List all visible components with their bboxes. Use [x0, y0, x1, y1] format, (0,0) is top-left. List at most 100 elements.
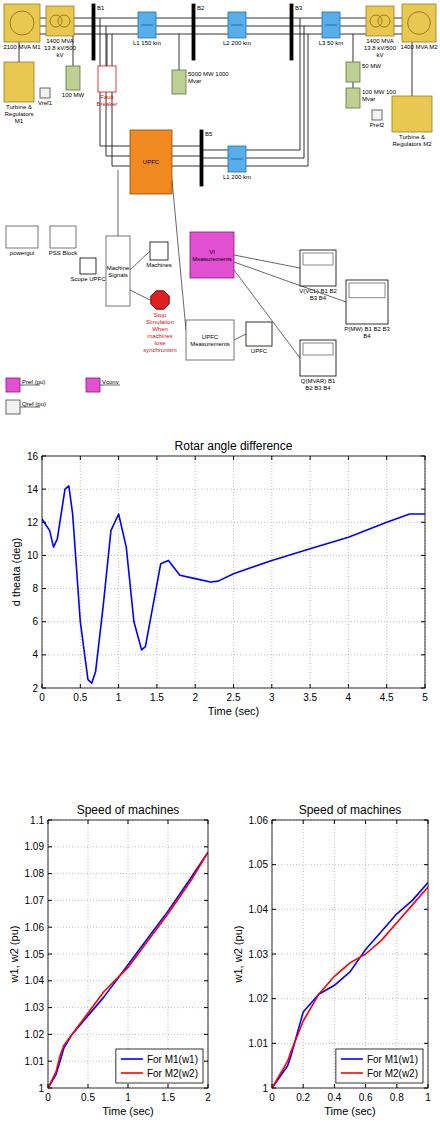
- tick: [272, 909, 276, 910]
- grid-line: [48, 1007, 208, 1008]
- tick: [48, 1034, 52, 1035]
- block-shape: [346, 280, 388, 324]
- grid-line: [156, 456, 157, 688]
- chart: 00.20.40.60.8111.011.021.031.041.051.06S…: [232, 803, 431, 1117]
- block-label: B3: [295, 5, 303, 11]
- tick: [424, 998, 428, 999]
- block-line: L1 200 km: [223, 146, 251, 180]
- chart-title: Speed of machines: [77, 803, 180, 817]
- tick: [156, 456, 157, 460]
- block-label: Pref2: [370, 122, 385, 128]
- series-group: [272, 883, 428, 1088]
- block-label-line: B5: [205, 131, 213, 137]
- tick: [80, 684, 81, 688]
- block-label-line: Signals: [108, 272, 128, 278]
- block-shape: [66, 66, 80, 90]
- block-shape: [6, 378, 20, 392]
- block-label-line: machines: [147, 333, 173, 339]
- block-label: Scope UPFC: [70, 276, 106, 282]
- tick: [204, 900, 208, 901]
- tick: [42, 489, 46, 490]
- block-magenta: VIMeasurements: [190, 232, 234, 278]
- tick-label: 1.01: [249, 1038, 269, 1049]
- block-icon: [231, 25, 243, 26]
- block-shape: [172, 70, 186, 94]
- tick-label: 1.01: [25, 1056, 45, 1067]
- grid-line: [272, 864, 428, 865]
- block-label-line: 100 MW: [62, 92, 85, 98]
- block-shape: [186, 320, 234, 360]
- block-shape: [151, 291, 169, 309]
- block-shape: [228, 146, 246, 172]
- tick-label: 1.09: [25, 841, 45, 852]
- tick: [421, 588, 425, 589]
- block-label: Pref (pu): [22, 379, 45, 385]
- tick-label: 2: [192, 692, 198, 703]
- x-axis-title: Time (sec): [208, 705, 260, 717]
- block-shape: [290, 4, 293, 60]
- tick-label: 1.02: [249, 993, 269, 1004]
- block-label: MachineSignals: [107, 265, 130, 278]
- tick: [421, 522, 425, 523]
- block-shape: [372, 110, 382, 120]
- tick-label: 1.06: [25, 922, 45, 933]
- tick: [272, 954, 276, 955]
- block-shape: [98, 66, 116, 92]
- legend-swatch: [121, 1058, 143, 1060]
- block-label-line: kV: [376, 52, 383, 58]
- plot-frame: [272, 820, 428, 1088]
- legend-swatch: [341, 1058, 363, 1060]
- block-label: 1400 MVA13.8 kV/500kV: [364, 38, 397, 58]
- block-shape: [322, 12, 340, 38]
- plot-area: [48, 820, 208, 1088]
- tick: [204, 1061, 208, 1062]
- block-label-line: Vconv: [102, 379, 119, 385]
- tick-label: 0.6: [359, 1092, 373, 1103]
- tick: [168, 1084, 169, 1088]
- chart-title: Speed of machines: [299, 803, 402, 817]
- wire: [107, 34, 108, 66]
- tick: [42, 555, 46, 556]
- tick-label: 1.1: [30, 815, 44, 826]
- block-label-line: Pref (pu): [22, 379, 45, 385]
- block-octagon: StopSimulationWhenmachineslosesynchronis…: [143, 291, 177, 353]
- wire: [179, 34, 180, 70]
- block-icon: [349, 283, 385, 298]
- block-display: V(VCL) B1 B2B3 B4: [299, 250, 337, 301]
- wire: [234, 270, 300, 358]
- block-label: L1 150 km: [133, 40, 161, 46]
- wire: [353, 34, 354, 62]
- block-label-line: kV: [56, 52, 63, 58]
- tick: [48, 954, 52, 955]
- tick: [334, 820, 335, 824]
- block-label: FaultBreaker: [96, 94, 117, 107]
- tick: [42, 588, 46, 589]
- block-label-line: Pref2: [370, 122, 385, 128]
- legend-label: For M1(w1): [367, 1054, 418, 1065]
- tick: [334, 1084, 335, 1088]
- block-label-line: Scope UPFC: [70, 276, 106, 282]
- tick-label: 0: [269, 1092, 275, 1103]
- tick-label: 0.5: [81, 1092, 95, 1103]
- tick: [365, 820, 366, 824]
- tick: [48, 846, 52, 847]
- tick-label: 2: [205, 1092, 211, 1103]
- block-label: B2: [197, 5, 205, 11]
- data-line: [272, 883, 428, 1088]
- block-label-line: 1400 MVA M2: [400, 44, 438, 50]
- block-icon: [231, 159, 243, 160]
- block-icon: [10, 11, 34, 35]
- block-shape: [50, 226, 76, 248]
- block-shape: [6, 400, 20, 414]
- block-label-line: V(VCL) B1 B2: [299, 288, 337, 294]
- wire: [353, 82, 354, 88]
- block-label: 100 MW: [62, 92, 85, 98]
- tick: [421, 489, 425, 490]
- tick: [421, 555, 425, 556]
- grid-line: [348, 456, 349, 688]
- tick: [233, 456, 234, 460]
- block-label-line: L1 150 km: [133, 40, 161, 46]
- block-shape: [106, 236, 130, 306]
- block-label: Vref1: [38, 100, 53, 106]
- block-shape: [190, 232, 234, 278]
